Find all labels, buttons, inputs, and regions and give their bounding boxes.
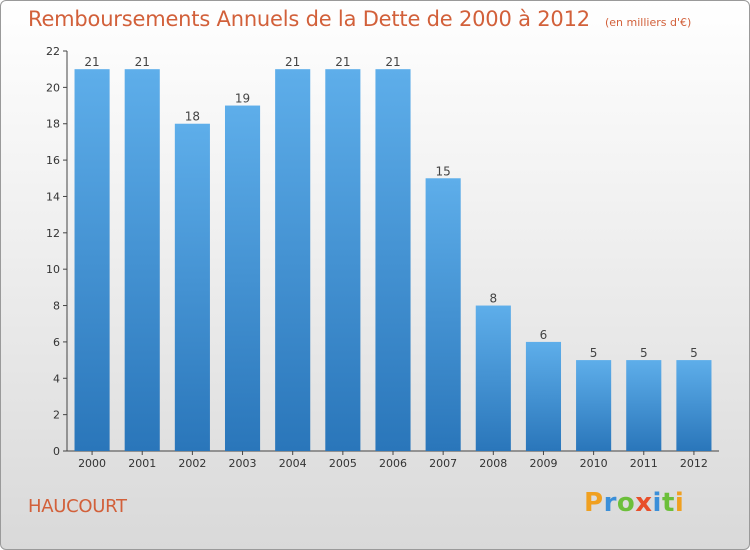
y-tick-label: 12: [46, 227, 60, 240]
x-tick-label: 2011: [630, 457, 658, 470]
data-label: 5: [690, 346, 698, 360]
bar: [275, 69, 311, 451]
logo-letter: i: [652, 488, 662, 518]
data-label: 6: [540, 328, 548, 342]
bar: [425, 178, 461, 452]
proxiti-logo: Proxiti: [584, 488, 684, 518]
y-tick-label: 22: [46, 45, 60, 58]
y-tick-label: 8: [53, 300, 60, 313]
data-label: 21: [135, 55, 150, 69]
bar: [676, 360, 712, 451]
city-name: HAUCOURT: [28, 496, 127, 517]
bar: [325, 69, 361, 451]
y-tick-label: 20: [46, 81, 60, 94]
bar: [174, 123, 210, 452]
data-label: 15: [436, 164, 451, 178]
data-label: 21: [84, 55, 99, 69]
bar: [576, 360, 612, 451]
chart-title: Remboursements Annuels de la Dette de 20…: [28, 7, 590, 31]
bar: [475, 305, 511, 451]
bar: [74, 69, 110, 451]
x-tick-label: 2006: [379, 457, 407, 470]
y-tick-label: 6: [53, 336, 60, 349]
y-tick-label: 16: [46, 154, 60, 167]
bar: [375, 69, 411, 451]
x-tick-label: 2000: [78, 457, 106, 470]
x-tick-label: 2003: [229, 457, 257, 470]
data-label: 5: [640, 346, 648, 360]
x-tick-label: 2009: [529, 457, 557, 470]
data-label: 21: [285, 55, 300, 69]
chart-subtitle: (en milliers d'€): [605, 16, 692, 29]
x-tick-label: 2002: [178, 457, 206, 470]
plot-area: 0 2 4 6 8 10 12 14 16 18 20 22 2000 21 2001 21 2002 18 200…: [46, 45, 719, 470]
logo-letter: t: [661, 488, 675, 518]
x-tick-label: 2008: [479, 457, 507, 470]
data-label: 19: [235, 92, 250, 106]
logo-letter: P: [584, 488, 604, 518]
logo-letter: i: [674, 488, 685, 518]
data-label: 8: [489, 292, 497, 306]
bar: [124, 69, 160, 451]
logo-letter: x: [635, 488, 653, 518]
x-tick-label: 2010: [580, 457, 608, 470]
y-tick-label: 10: [46, 263, 60, 276]
logo-letter: o: [616, 488, 636, 518]
y-tick-label: 0: [53, 445, 60, 458]
bar: [224, 105, 261, 451]
x-tick-label: 2005: [329, 457, 357, 470]
data-label: 18: [185, 110, 200, 124]
data-label: 5: [590, 346, 598, 360]
y-tick-label: 2: [53, 409, 60, 422]
bar: [626, 360, 662, 451]
x-tick-label: 2004: [279, 457, 307, 470]
title-row: Remboursements Annuels de la Dette de 20…: [28, 7, 691, 31]
bar: [525, 341, 562, 451]
data-label: 21: [335, 55, 350, 69]
y-tick-label: 14: [46, 190, 60, 203]
x-tick-label: 2012: [680, 457, 708, 470]
data-label: 21: [385, 55, 400, 69]
x-tick-label: 2001: [128, 457, 156, 470]
x-tick-label: 2007: [429, 457, 457, 470]
y-tick-label: 4: [53, 372, 60, 385]
y-tick-label: 18: [46, 118, 60, 131]
logo-letter: r: [603, 488, 617, 518]
